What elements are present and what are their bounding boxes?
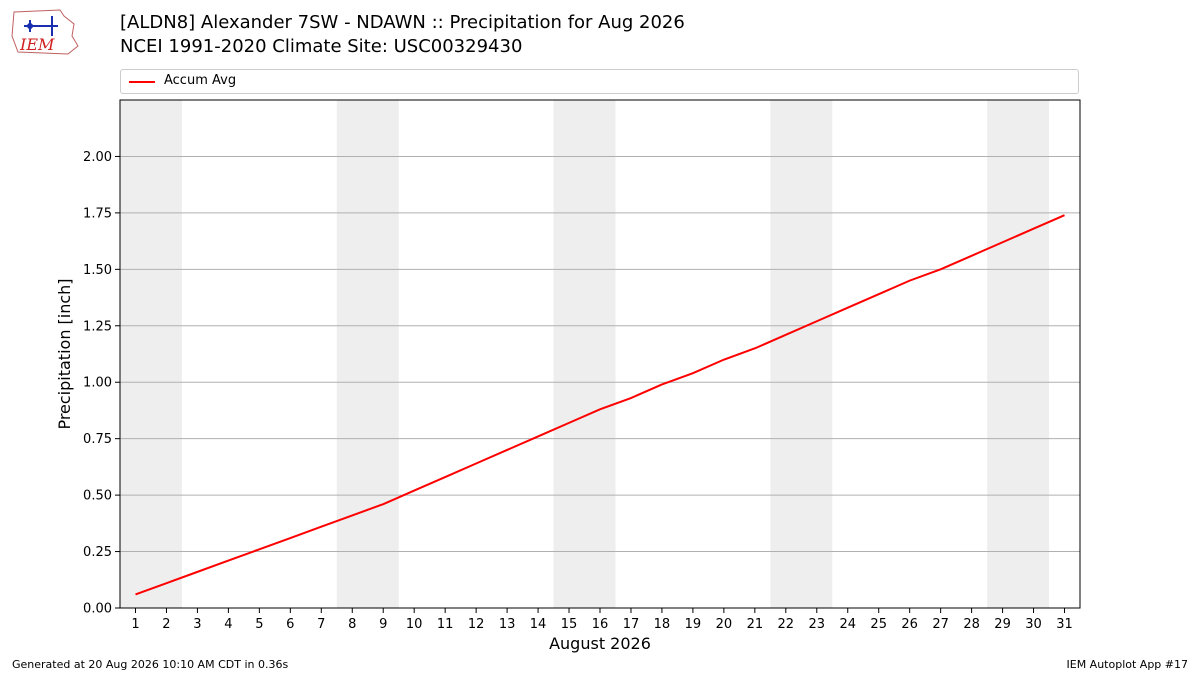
x-tick-label: 21 — [747, 617, 764, 632]
x-tick-label: 15 — [561, 617, 578, 632]
x-tick-label: 3 — [193, 617, 201, 632]
y-tick-label: 2.00 — [83, 150, 112, 165]
x-tick-label: 9 — [379, 617, 387, 632]
x-tick-label: 22 — [778, 617, 795, 632]
y-axis: 0.00 0.25 0.50 0.75 1.00 1.25 1.50 1.75 2.00 — [83, 150, 120, 617]
y-tick-label: 1.25 — [83, 319, 112, 334]
y-tick-label: 0.25 — [83, 545, 112, 560]
weekend-band-1 — [120, 100, 182, 608]
y-tick-label: 1.50 — [83, 263, 112, 278]
x-tick-label: 28 — [963, 617, 980, 632]
x-axis-label: August 2026 — [549, 634, 651, 653]
x-tick-label: 10 — [406, 617, 423, 632]
x-tick-label: 7 — [317, 617, 325, 632]
x-tick-label: 8 — [348, 617, 356, 632]
x-tick-label: 11 — [437, 617, 454, 632]
x-tick-label: 18 — [654, 617, 671, 632]
y-tick-label: 1.75 — [83, 206, 112, 221]
iem-logo: IEM — [11, 9, 79, 55]
series-line-accum-avg — [135, 214, 1065, 596]
y-tick-label: 0.00 — [83, 602, 112, 617]
weekend-bands — [120, 100, 1050, 608]
x-tick-label: 13 — [499, 617, 516, 632]
x-tick-label: 27 — [932, 617, 949, 632]
footer-generated: Generated at 20 Aug 2026 10:10 AM CDT in… — [12, 658, 289, 671]
x-tick-label: 16 — [592, 617, 609, 632]
chart-subtitle: NCEI 1991-2020 Climate Site: USC00329430 — [120, 36, 523, 57]
y-axis-label: Precipitation [inch] — [55, 278, 74, 429]
x-tick-label: 14 — [530, 617, 547, 632]
logo-text: IEM — [19, 35, 55, 54]
chart-title: [ALDN8] Alexander 7SW - NDAWN :: Precipi… — [120, 12, 685, 33]
footer-app: IEM Autoplot App #17 — [1066, 658, 1189, 671]
y-tick-label: 1.00 — [83, 376, 112, 391]
series-layer — [135, 214, 1065, 596]
y-tick-label: 0.75 — [83, 432, 112, 447]
x-tick-label: 4 — [224, 617, 232, 632]
x-tick-label: 12 — [468, 617, 485, 632]
x-tick-label: 17 — [623, 617, 640, 632]
y-tick-label: 0.50 — [83, 489, 112, 504]
x-tick-label: 24 — [839, 617, 856, 632]
x-tick-label: 26 — [901, 617, 918, 632]
x-tick-label: 25 — [870, 617, 887, 632]
x-tick-label: 6 — [286, 617, 294, 632]
x-tick-label: 29 — [994, 617, 1011, 632]
x-tick-label: 19 — [685, 617, 702, 632]
x-tick-label: 23 — [809, 617, 826, 632]
grid-lines — [120, 155, 1080, 553]
x-tick-label: 30 — [1025, 617, 1042, 632]
x-tick-label: 2 — [162, 617, 170, 632]
x-tick-label: 31 — [1056, 617, 1073, 632]
legend: Accum Avg — [120, 69, 1079, 94]
weekend-band-5 — [987, 100, 1050, 608]
x-tick-label: 5 — [255, 617, 263, 632]
weekend-band-3 — [553, 100, 616, 608]
x-tick-label: 20 — [716, 617, 733, 632]
weekend-band-2 — [336, 100, 399, 608]
x-axis: 1 2 3 4 5 6 7 8 9 10 11 12 13 14 15 16 17 18 19 20 21 22 23 24 2… — [131, 608, 1073, 632]
legend-label-accum-avg: Accum Avg — [164, 73, 237, 88]
x-tick-label: 1 — [131, 617, 139, 632]
weekend-band-4 — [770, 100, 833, 608]
legend-swatch-accum-avg — [129, 81, 155, 83]
